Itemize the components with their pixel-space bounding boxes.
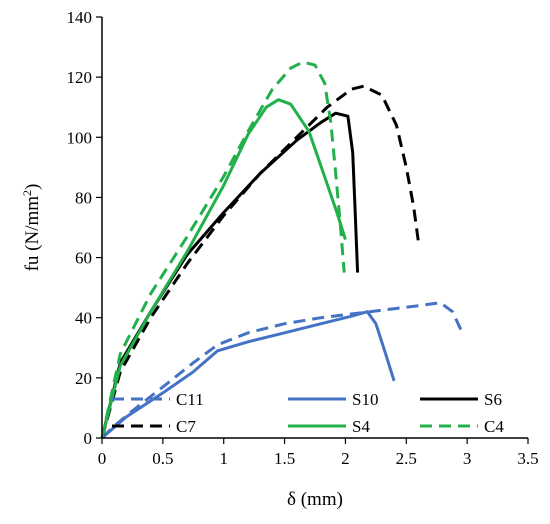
y-axis-title-main: fu (N/mm bbox=[22, 196, 43, 272]
y-tick-label: 60 bbox=[75, 249, 92, 268]
series-line-c7 bbox=[100, 84, 420, 439]
y-tick-label: 40 bbox=[75, 309, 92, 328]
legend-label-c7: C7 bbox=[176, 417, 196, 436]
y-tick-label: 0 bbox=[84, 429, 93, 448]
y-axis-title: fu (N/mm2) bbox=[20, 184, 43, 272]
x-tick-label: 0 bbox=[98, 449, 107, 468]
series-line-s4 bbox=[100, 98, 347, 439]
legend-label-s4: S4 bbox=[352, 417, 370, 436]
legend: C11 S10 S6 C7 S4 C4 bbox=[112, 390, 504, 436]
y-tick-label: 20 bbox=[75, 369, 92, 388]
x-axis-title: δ (mm) bbox=[287, 489, 343, 510]
legend-label-s10: S10 bbox=[352, 390, 378, 409]
x-tick-label: 3 bbox=[463, 449, 472, 468]
x-tick-label: 3.5 bbox=[517, 449, 538, 468]
x-tick-label: 1 bbox=[219, 449, 228, 468]
x-tick-label: 0.5 bbox=[152, 449, 173, 468]
series-line-c11 bbox=[100, 301, 464, 440]
y-tick-label: 140 bbox=[67, 8, 93, 27]
series-line-s10 bbox=[101, 310, 396, 440]
x-axis-ticks: 0 0.5 1 1.5 2 2.5 3 3.5 bbox=[98, 438, 539, 468]
y-tick-label: 120 bbox=[67, 68, 93, 87]
series-line-c4 bbox=[100, 60, 346, 439]
y-axis-title-close: ) bbox=[22, 184, 43, 190]
y-tick-label: 100 bbox=[67, 128, 93, 147]
x-tick-label: 2.5 bbox=[396, 449, 417, 468]
y-axis-title-sup: 2 bbox=[20, 190, 34, 196]
legend-label-c4: C4 bbox=[484, 417, 504, 436]
y-tick-label: 80 bbox=[75, 188, 92, 207]
y-axis-ticks: 0 20 40 60 80 100 120 140 bbox=[67, 8, 102, 448]
series-layer bbox=[100, 60, 464, 440]
legend-label-s6: S6 bbox=[484, 390, 502, 409]
legend-label-c11: C11 bbox=[176, 390, 204, 409]
x-tick-label: 2 bbox=[341, 449, 350, 468]
x-tick-label: 1.5 bbox=[274, 449, 295, 468]
